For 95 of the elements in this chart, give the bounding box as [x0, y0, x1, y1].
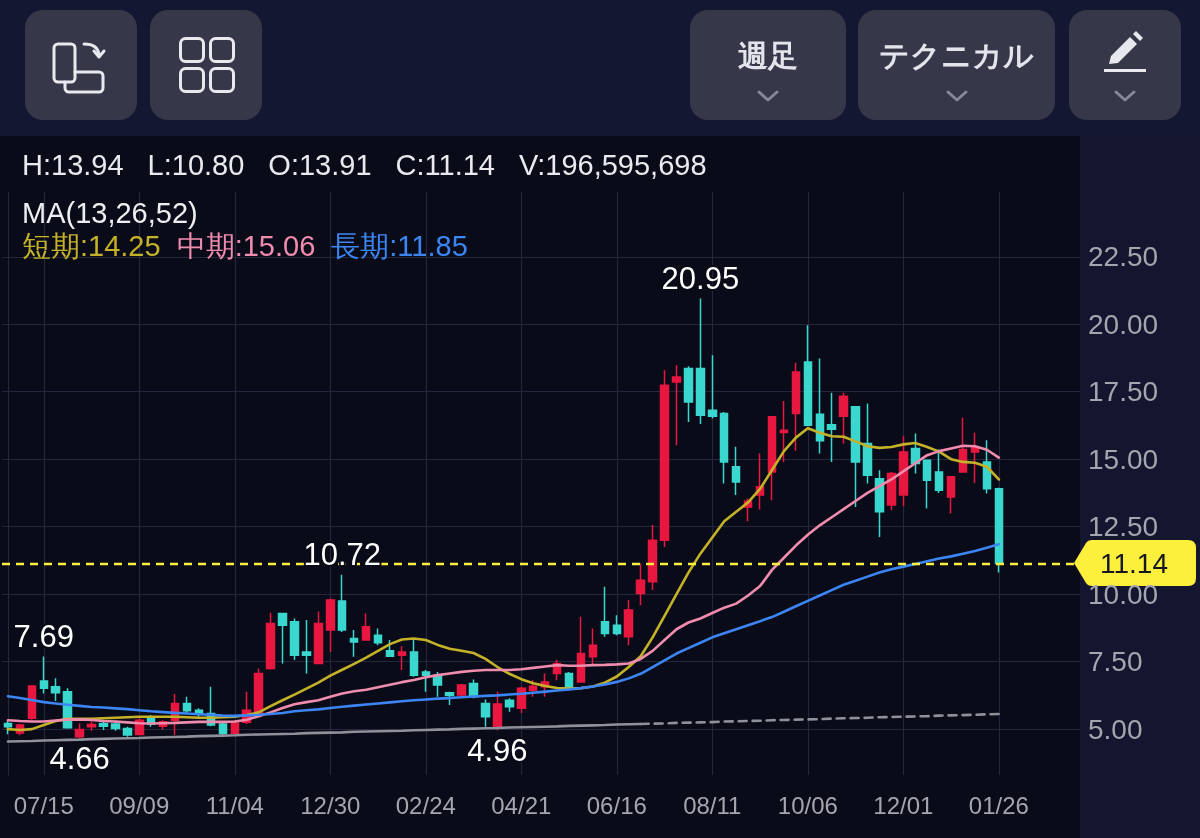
- x-tick-label: 06/16: [586, 791, 647, 819]
- dropdown-button: 週足: [690, 10, 846, 120]
- y-tick-label: 17.50: [1088, 376, 1159, 408]
- candlestick: [349, 629, 359, 658]
- candlestick: [994, 487, 1004, 574]
- annotation: 20.95: [661, 260, 740, 296]
- candlestick: [707, 354, 718, 420]
- x-tick-label: 08/11: [683, 791, 742, 819]
- candlestick: [671, 364, 682, 446]
- candlestick: [635, 562, 646, 606]
- y-tick-label: 22.50: [1088, 241, 1159, 273]
- annotation: 10.72: [303, 536, 382, 572]
- candlestick: [874, 469, 885, 538]
- candlestick: [623, 599, 634, 646]
- annotation: 4.96: [467, 733, 528, 769]
- dropdown-button: テクニカル: [858, 10, 1055, 120]
- annotation: 4.66: [49, 741, 110, 777]
- text: O:13.91: [268, 148, 372, 183]
- x-tick-label: 12/01: [873, 791, 934, 819]
- candlestick: [815, 357, 825, 455]
- candlestick: [421, 669, 431, 693]
- text: H:13.94: [22, 148, 124, 183]
- y-tick-label: 12.50: [1088, 511, 1159, 543]
- candlestick: [182, 695, 192, 715]
- candlestick: [719, 411, 729, 485]
- y-tick-label: 20.00: [1088, 308, 1159, 340]
- legend-title: MA(13,26,52): [22, 196, 198, 230]
- candlestick: [74, 722, 85, 740]
- candlestick: [373, 627, 383, 646]
- candlestick: [397, 645, 407, 671]
- x-tick-label: 02/24: [395, 791, 456, 819]
- candlestick: [970, 432, 980, 484]
- candlestick: [922, 459, 932, 510]
- text: V:196,595,698: [518, 148, 707, 183]
- candlestick: [803, 324, 813, 428]
- candlestick: [504, 697, 515, 713]
- candlestick: [110, 720, 121, 732]
- candlestick: [898, 435, 909, 507]
- x-tick-label: 07/15: [13, 791, 74, 819]
- x-tick-label: 10/06: [777, 791, 838, 819]
- candlestick: [409, 639, 419, 678]
- y-tick-label: 5.00: [1088, 713, 1143, 745]
- x-tick-label: 12/30: [300, 791, 361, 819]
- y-tick-label: 15.00: [1088, 443, 1159, 475]
- candlestick: [588, 627, 598, 666]
- candlestick: [612, 614, 622, 636]
- y-tick-label: 7.50: [1088, 646, 1143, 678]
- candlestick: [600, 586, 610, 638]
- candlestick: [838, 392, 849, 445]
- candlestick: [850, 405, 861, 508]
- candlestick: [862, 402, 873, 485]
- candlestick: [779, 400, 789, 463]
- candlestick: [695, 297, 706, 425]
- y-tick-label: 10.00: [1088, 578, 1159, 610]
- candlestick: [647, 524, 658, 591]
- candlestick: [277, 612, 288, 665]
- text: 短期:14.25: [22, 229, 161, 263]
- x-tick-label: 09/09: [109, 791, 170, 819]
- candlestick: [325, 597, 336, 653]
- candlestick: [313, 610, 324, 665]
- text: 11.14: [1100, 547, 1168, 579]
- candlestick: [456, 683, 467, 697]
- x-tick-label: 04/21: [491, 791, 552, 819]
- text: 長期:11.85: [331, 229, 468, 263]
- candlestick: [683, 365, 694, 423]
- candlestick: [385, 639, 395, 658]
- x-tick-label: 11/04: [205, 791, 264, 819]
- candlestick: [98, 720, 109, 731]
- candlestick: [289, 617, 300, 661]
- candlestick: [576, 616, 586, 683]
- text: 中期:15.06: [176, 229, 316, 263]
- candlestick: [265, 612, 276, 671]
- candlestick: [301, 619, 312, 675]
- x-tick-label: 01/26: [968, 791, 1029, 819]
- candlestick: [659, 369, 670, 548]
- candlestick: [361, 612, 371, 642]
- candlestick: [122, 725, 133, 738]
- candlestick: [444, 691, 455, 706]
- text: L:10.80: [147, 148, 245, 183]
- candlestick: [934, 448, 944, 494]
- candlestick: [480, 698, 491, 728]
- candlestick: [791, 362, 801, 452]
- text: C:11.14: [395, 148, 495, 183]
- line-series: [6, 542, 1001, 718]
- candlestick: [218, 721, 228, 736]
- candlestick: [767, 415, 777, 501]
- candlestick: [50, 677, 61, 702]
- candlestick: [39, 655, 49, 695]
- annotation: 7.69: [13, 618, 74, 654]
- candlestick: [337, 573, 347, 633]
- candlestick: [946, 475, 956, 515]
- candlestick: [492, 691, 503, 731]
- candlestick: [826, 392, 837, 463]
- candlestick: [731, 446, 741, 496]
- candlestick: [528, 679, 538, 698]
